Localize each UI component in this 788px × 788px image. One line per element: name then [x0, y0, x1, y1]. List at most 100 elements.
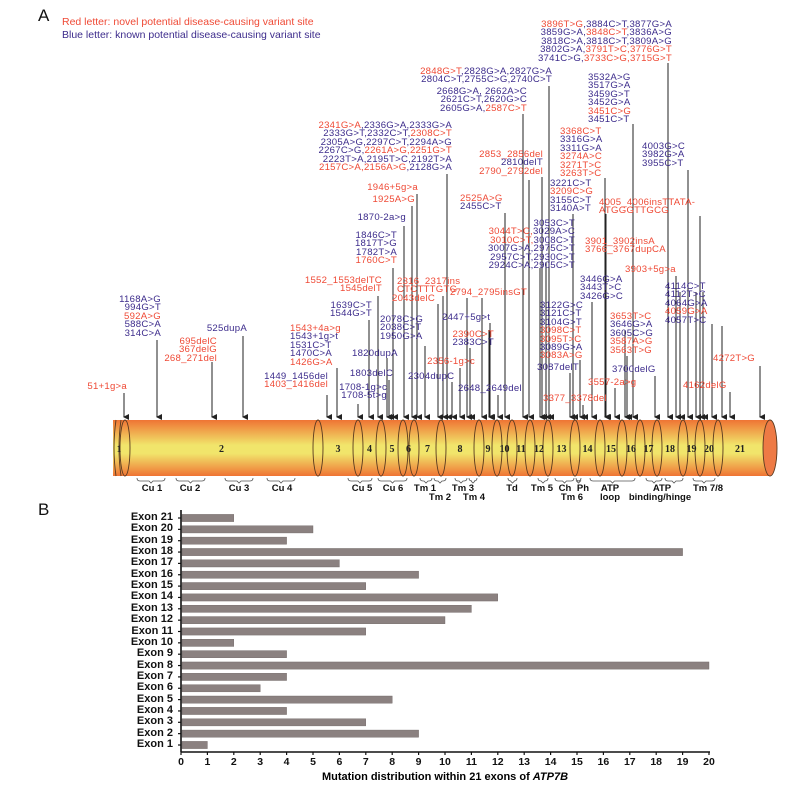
variant-group: 3700delG [612, 365, 656, 375]
variant-line: 2078C>G [380, 315, 423, 325]
variant-group: 3901_3902insA 3766_3767dupCA [585, 237, 666, 255]
domain-bracket [347, 477, 373, 484]
variant-group: 2316_2317ins CTCTTTGTG [397, 277, 460, 295]
variant-line: 2810delT [479, 158, 543, 168]
known-variant: 1449_1456del [264, 371, 328, 382]
novel-variant: 3263T>C [560, 168, 602, 180]
known-variant: 3802G>A, [540, 44, 586, 56]
bar-exon-1 [181, 741, 208, 749]
y-tick-label: Exon 15 [130, 579, 173, 592]
variant-line: 2648_2649del [458, 384, 522, 394]
variant-line: 3443T>C [580, 282, 623, 294]
known-variant: 3452G>A [588, 97, 631, 109]
novel-variant: 1426G>A [290, 356, 333, 368]
exon-number: 14 [583, 444, 593, 455]
domain-label: Ph [576, 483, 590, 494]
variant-line: 1803delC [350, 369, 393, 379]
variant-line: 51+1g>a [87, 381, 127, 392]
exon-boundary [506, 419, 518, 477]
known-variant: 3053C>T [533, 218, 575, 229]
variant-group: 3896T>G,3884C>T,3877G>A 3859G>A,3848C>T,3… [538, 20, 672, 63]
novel-variant: 2261A>G,2251G>T [364, 145, 452, 157]
variant-line: 3053C>T [488, 218, 575, 229]
y-tick-label: Exon 21 [130, 511, 173, 523]
known-variant: 1708-1g>c [339, 382, 387, 393]
bar-exon-14 [181, 593, 498, 602]
bar-exon-2 [181, 729, 419, 738]
variant-line: 4064G>A [665, 299, 708, 309]
known-variant: 3955C>T [642, 157, 684, 169]
x-tick-label: 20 [703, 756, 715, 768]
variant-line: 3563T>G [610, 345, 653, 355]
novel-variant: 1543+4a>g [290, 323, 341, 334]
known-variant: 1846C>T [355, 230, 397, 241]
domain-label: Cu 4 [271, 483, 293, 494]
known-variant: 2924C>A,2905C>T [488, 260, 575, 272]
x-tick-label: 11 [465, 756, 477, 768]
y-tick-label: Exon 14 [130, 590, 173, 603]
domain-label: Tm 1 [413, 483, 437, 494]
y-tick-label: Exon 17 [130, 556, 173, 569]
exon-number: 2 [219, 444, 224, 455]
variant-group: 3368C>T 3316G>A 3311G>A 3274A>C 3271T>C 3263T… [560, 127, 603, 180]
variant-group: 3221C>T 3209C>G 3155C>T 3140A>T [550, 179, 593, 214]
domain-bracket [454, 477, 468, 484]
variant-line: 1639C>T [330, 300, 372, 311]
x-tick-label: 1 [204, 756, 211, 768]
domain-label: Tm 3 [451, 483, 475, 494]
variant-line: 4162delG [683, 381, 727, 391]
known-variant: 1639C>T [330, 300, 372, 311]
variant-line: 3083A>G [540, 351, 583, 361]
known-variant: ,2336G>A,2333G>A [361, 120, 452, 131]
novel-variant: 2794_2795insGT [450, 287, 528, 298]
known-variant: 3029A>C [532, 226, 575, 238]
x-tick-label: 5 [310, 756, 316, 768]
variant-line: 2804C>T,2755C>G,2740C>T [420, 75, 552, 85]
variant-line: 3122G>C [540, 300, 584, 311]
bar-exon-15 [181, 582, 367, 590]
y-tick-label: Exon 18 [130, 545, 173, 558]
exon-number: 18 [665, 444, 675, 455]
novel-variant: 51+1g>a [87, 381, 127, 392]
legend-known: Blue letter: known potential disease-cau… [62, 29, 321, 41]
domain-label: Tm 2 [428, 492, 452, 503]
y-tick-label: Exon 3 [136, 715, 173, 728]
known-variant: 314C>A [124, 327, 161, 339]
variant-line: 3140A>T [550, 204, 593, 214]
variant-line: 2455C>T [460, 202, 503, 212]
variant-line: 4005_4006insTTATA- [599, 198, 695, 208]
x-tick-label: 0 [178, 756, 184, 768]
known-variant: 1820dupA [352, 348, 398, 359]
variant-line: 3532A>G [588, 73, 631, 83]
known-variant: 3122G>C [540, 300, 584, 311]
variant-line: 3646G>A [610, 320, 653, 330]
variant-line: 2621C>T,2620G>C [437, 95, 527, 105]
known-variant: 1543+1g>t [290, 331, 339, 343]
exon-boundary [113, 419, 122, 477]
novel-variant: 2390C>T [452, 329, 494, 340]
novel-variant: 2525A>G [460, 193, 503, 204]
variant-line: 3859G>A,3848C>T,3836A>G [538, 28, 672, 38]
variant-group: 3053C>T 3044T>C,3029A>C 3010C>T,3008C>T 300… [488, 218, 575, 272]
known-variant: 3443T>C [580, 282, 622, 294]
x-axis-label-text: Mutation distribution within 21 exons of [321, 771, 533, 783]
novel-variant: 2043delC [392, 293, 436, 304]
variant-group: 525dupA [207, 324, 247, 334]
variant-line: 2316_2317ins [397, 277, 460, 287]
exon-number: 16 [626, 444, 636, 455]
exon-number: 5 [390, 444, 395, 455]
novel-variant: 1760C>T [355, 255, 397, 267]
novel-variant: 2587C>T [485, 102, 527, 114]
variant-line: 3098C>T [540, 326, 583, 336]
variant-line: 2525A>G [460, 193, 503, 204]
variant-group: 51+1g>a [87, 381, 127, 392]
variant-group: 1946+5g>a [367, 183, 418, 193]
variant-line: 1544G>T [330, 309, 372, 319]
exon-boundary [375, 419, 387, 477]
variant-line: 3089G>A [540, 342, 583, 354]
variant-group: 4114C>T 4112T>C 4064G>A 4059G>A 4057T>C [665, 282, 708, 325]
x-tick-label: 18 [650, 756, 663, 768]
known-variant: 3007G>A,2975C>T [488, 243, 575, 255]
known-variant: 3089G>A [540, 342, 583, 354]
